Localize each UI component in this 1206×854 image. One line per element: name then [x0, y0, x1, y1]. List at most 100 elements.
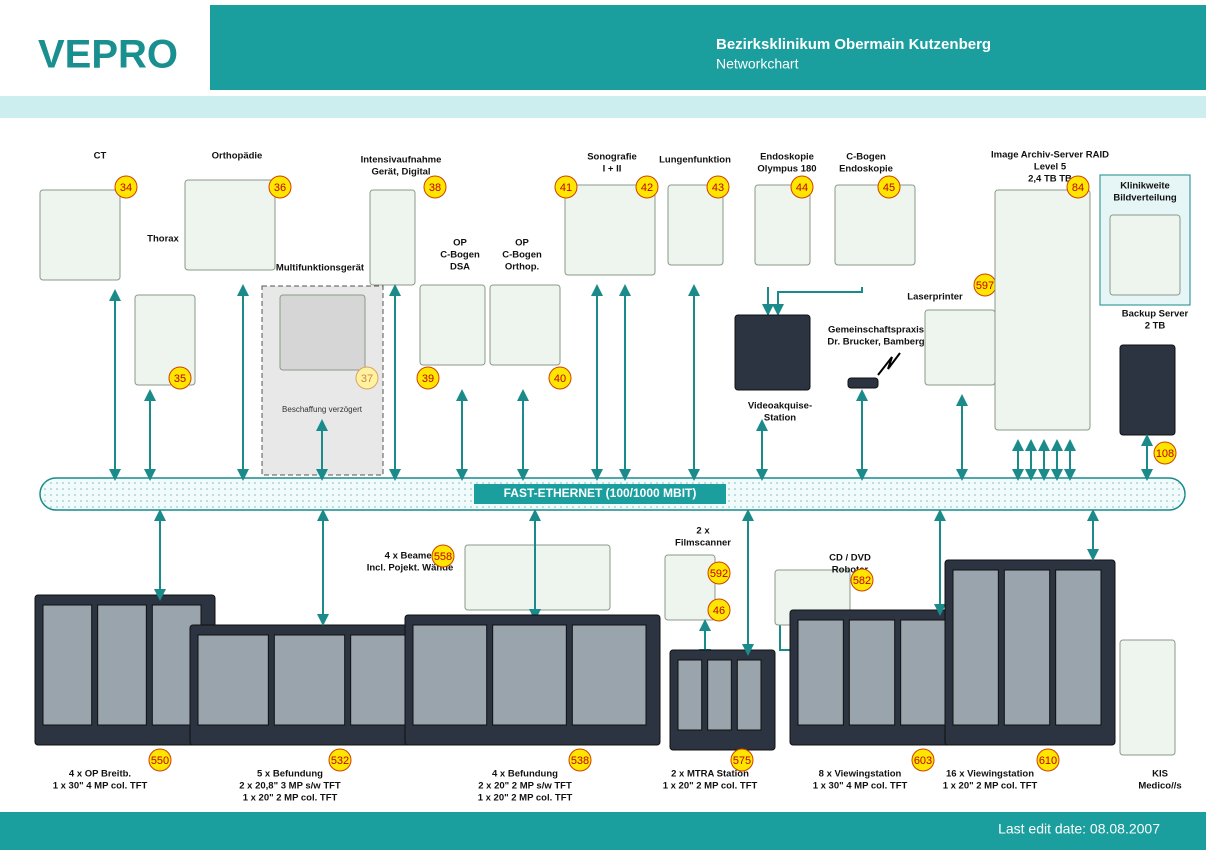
badge — [355, 366, 379, 390]
badge-number: 45 — [883, 182, 895, 194]
screen — [1055, 569, 1102, 726]
badge-number: 36 — [274, 182, 286, 194]
node-label: Sonografie — [587, 152, 637, 163]
screen — [571, 624, 647, 726]
screen — [197, 634, 269, 726]
screen — [412, 624, 488, 726]
badge — [548, 366, 572, 390]
node-label: CD / DVD — [829, 553, 871, 564]
badge — [850, 568, 874, 592]
node-label: Laserprinter — [907, 292, 963, 303]
screen — [1003, 569, 1051, 726]
badge — [1066, 175, 1090, 199]
node-label: KIS — [1152, 769, 1168, 780]
screen — [677, 659, 703, 731]
badge — [707, 561, 731, 585]
badge-number: 34 — [120, 182, 132, 194]
badge-number: 42 — [641, 182, 653, 194]
node-label: 4 x Beamer — [385, 551, 436, 562]
screen — [848, 619, 896, 726]
node-label: OP — [515, 238, 529, 249]
node-label: Lungenfunktion — [659, 155, 731, 166]
badge-number: 582 — [853, 575, 871, 587]
badge — [1036, 748, 1060, 772]
node-label: Orthop. — [505, 262, 539, 273]
node-label: 2 x 20" 2 MP s/w TFT — [478, 781, 572, 792]
node-label: 2 TB — [1145, 321, 1166, 332]
badge-number: 108 — [1156, 448, 1174, 460]
badge-number: 38 — [429, 182, 441, 194]
header-subtitle: Networkchart — [716, 56, 799, 72]
node-label: Klinikweite — [1120, 181, 1170, 192]
device — [1109, 214, 1181, 296]
badge — [790, 175, 814, 199]
node-label: Gerät, Digital — [371, 167, 430, 178]
logo: VEPRO — [38, 33, 178, 77]
badge-number: 39 — [422, 373, 434, 385]
device — [184, 179, 276, 271]
node-label: C-Bogen — [502, 250, 542, 261]
screen — [97, 604, 147, 726]
node-label: 2 x — [696, 526, 710, 537]
header-band — [210, 5, 1206, 90]
badge — [554, 175, 578, 199]
device — [39, 189, 121, 281]
badge — [431, 544, 455, 568]
node-label: Gemeinschaftspraxis — [828, 325, 924, 336]
badge — [707, 598, 731, 622]
device — [834, 184, 916, 266]
connector — [772, 287, 863, 316]
node-label: 1 x 20" 2 MP col. TFT — [243, 793, 338, 804]
node-label: Backup Server — [1122, 309, 1189, 320]
badge — [168, 366, 192, 390]
badge — [635, 175, 659, 199]
node-label: Level 5 — [1034, 162, 1067, 173]
device — [847, 377, 879, 389]
node-label: 5 x Befundung — [257, 769, 323, 780]
badge-number: 597 — [976, 280, 994, 292]
node-label: 1 x 20" 2 MP col. TFT — [663, 781, 758, 792]
footer-band — [0, 812, 1206, 850]
node-label: Endoskopie — [760, 152, 814, 163]
node-label: Multifunktionsgerät — [276, 263, 365, 274]
node-label: 4 x Befundung — [492, 769, 558, 780]
header-title: Bezirksklinikum Obermain Kutzenberg — [716, 36, 991, 53]
node-label: Incl. Pojekt. Wände — [367, 563, 454, 574]
node-label: Filmscanner — [675, 538, 731, 549]
device — [924, 309, 996, 386]
node-label: 2 x MTRA Station — [671, 769, 749, 780]
badge — [877, 175, 901, 199]
node-label: DSA — [450, 262, 470, 273]
device — [564, 184, 656, 276]
node-label: Station — [764, 413, 796, 424]
badge — [706, 175, 730, 199]
node-label: 2 x 20,8" 3 MP s/w TFT — [239, 781, 341, 792]
node-label: Image Archiv-Server RAID — [991, 150, 1109, 161]
screen — [900, 619, 947, 726]
badge-number: 44 — [796, 182, 808, 194]
device — [1119, 344, 1176, 436]
badge-number: 35 — [174, 373, 186, 385]
device — [734, 314, 811, 391]
badge — [328, 748, 352, 772]
wireless-icon — [877, 352, 901, 376]
node-label: Olympus 180 — [757, 164, 816, 175]
device — [664, 554, 716, 621]
badge-number: 538 — [571, 755, 589, 767]
screen — [273, 634, 346, 726]
device — [279, 294, 366, 371]
badge-number: 532 — [331, 755, 349, 767]
bus-label: FAST-ETHERNET (100/1000 MBIT) — [504, 486, 697, 500]
badge-number: 37 — [361, 373, 373, 385]
device — [667, 184, 724, 266]
node-label: 16 x Viewingstation — [946, 769, 1034, 780]
badge-number: 40 — [554, 373, 566, 385]
device — [369, 189, 416, 286]
badge-number: 84 — [1072, 182, 1084, 194]
badge-number: 592 — [710, 568, 728, 580]
node-label: 1 x 20" 2 MP col. TFT — [943, 781, 1038, 792]
node-label: 1 x 30" 4 MP col. TFT — [813, 781, 908, 792]
badge-number: 603 — [914, 755, 932, 767]
badge — [730, 748, 754, 772]
device — [489, 284, 561, 366]
